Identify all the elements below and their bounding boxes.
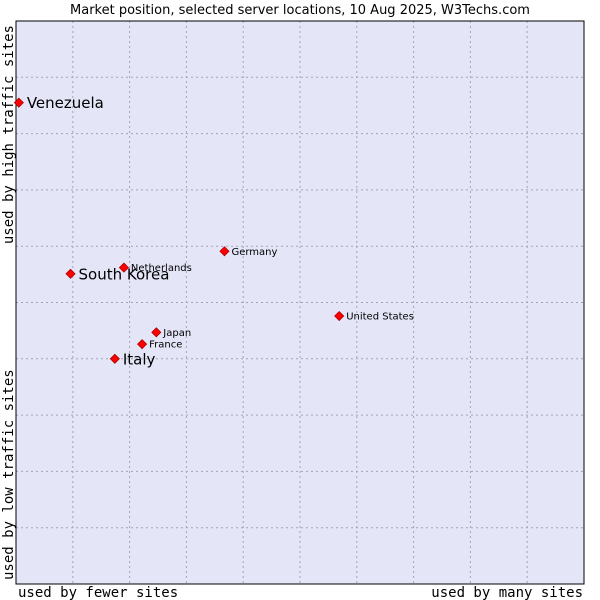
marker-france (137, 339, 148, 350)
point-japan: Japan (151, 327, 191, 339)
marker-japan (151, 327, 162, 338)
marker-italy (109, 353, 120, 364)
plot-frame (15, 20, 585, 585)
point-germany: Germany (219, 246, 277, 258)
grid (16, 21, 584, 584)
y-axis-label-top: used by high traffic sites (1, 25, 17, 244)
marker-netherlands (118, 262, 129, 273)
label-united-states: United States (346, 312, 414, 323)
label-south-korea: South Korea (79, 265, 170, 283)
marker-venezuela (13, 97, 24, 108)
label-france: France (149, 340, 182, 351)
point-united-states: United States (334, 310, 414, 323)
x-axis-label-right: used by many sites (431, 585, 583, 600)
marker-germany (219, 246, 230, 257)
point-netherlands: Netherlands (118, 262, 192, 274)
point-south-korea: South Korea (65, 265, 170, 283)
point-italy: Italy (109, 350, 156, 368)
label-venezuela: Venezuela (27, 94, 104, 112)
point-venezuela: Venezuela (13, 94, 104, 112)
y-axis-label-bottom: used by low traffic sites (1, 369, 17, 580)
label-netherlands: Netherlands (131, 263, 192, 274)
point-france: France (137, 339, 182, 351)
label-germany: Germany (231, 247, 277, 258)
marker-united-states (334, 310, 345, 322)
label-japan: Japan (162, 328, 191, 339)
marker-south-korea (65, 268, 76, 279)
chart-title: Market position, selected server locatio… (70, 3, 530, 18)
x-axis-label-left: used by fewer sites (18, 585, 178, 600)
label-italy: Italy (123, 350, 156, 368)
data-points: Venezuela South Korea Italy Netherlands Germ… (13, 94, 414, 368)
